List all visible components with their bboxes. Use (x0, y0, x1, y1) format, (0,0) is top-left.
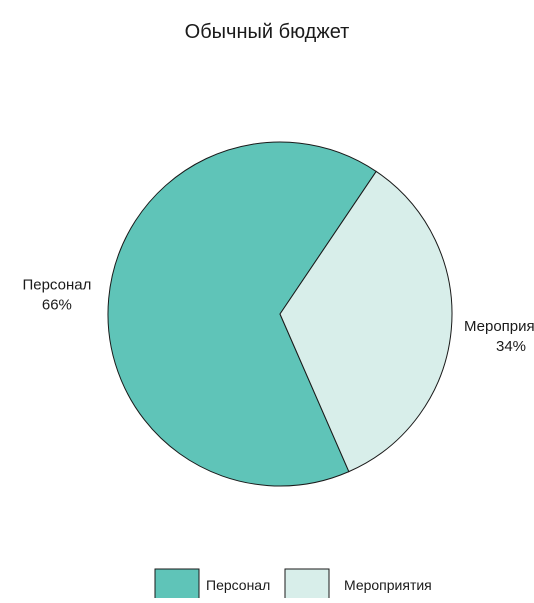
slice-label-0: Персонал 66% (22, 277, 91, 314)
slice-label-1: Мероприятия34% (464, 318, 534, 355)
chart-title: Обычный бюджет (185, 21, 350, 43)
pie-slice-1 (279, 170, 453, 473)
legend-swatch-1 (284, 568, 330, 601)
legend: Персонал Мероприятия (154, 568, 432, 601)
legend-label-1: Мероприятия (344, 577, 432, 593)
pie-slice-0 (107, 141, 377, 487)
legend-label-0: Персонал (206, 577, 270, 593)
pie-slices (107, 141, 453, 487)
legend-swatch-0 (154, 568, 200, 601)
